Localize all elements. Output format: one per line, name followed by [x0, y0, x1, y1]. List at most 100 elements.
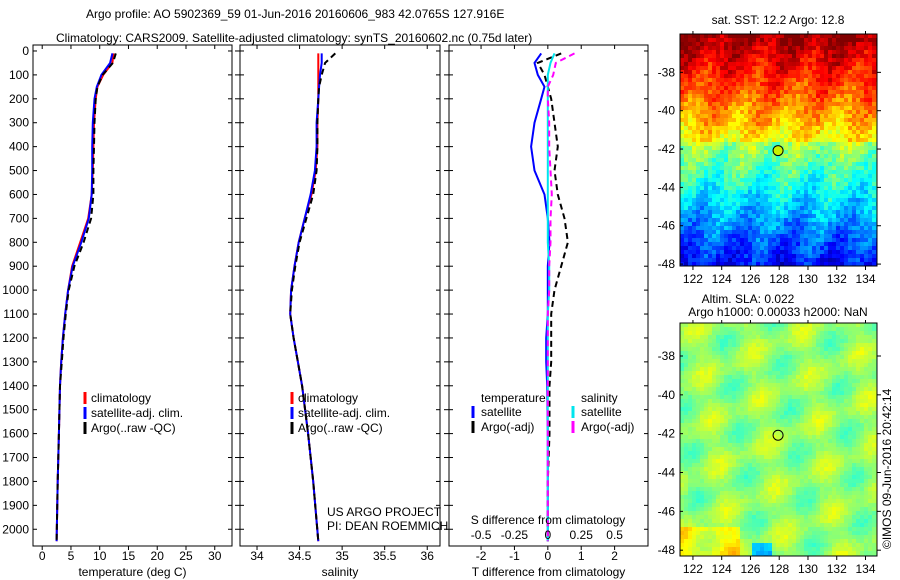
map-cell: [764, 447, 768, 451]
map-cell: [788, 423, 792, 427]
map-cell: [796, 411, 800, 415]
map-cell: [800, 238, 804, 242]
map-cell: [688, 447, 692, 451]
map-cell: [696, 202, 700, 206]
map-cell: [756, 146, 760, 150]
map-cell: [864, 391, 868, 395]
map-cell: [748, 455, 752, 459]
map-cell: [848, 74, 852, 78]
map-cell: [684, 363, 688, 367]
map-cell: [744, 210, 748, 214]
map-cell: [828, 194, 832, 198]
map-cell: [844, 435, 848, 439]
map-cell: [780, 62, 784, 66]
map-cell: [728, 66, 732, 70]
y-tick-label: 700: [9, 211, 29, 225]
map-cell: [780, 66, 784, 70]
map-cell: [856, 399, 860, 403]
map-cell: [784, 359, 788, 363]
map-cell: [736, 86, 740, 90]
map-cell: [744, 174, 748, 178]
map-cell: [852, 166, 856, 170]
map-cell: [852, 371, 856, 375]
map-cell: [728, 254, 732, 258]
map-cell: [824, 70, 828, 74]
map-cell: [832, 347, 836, 351]
map-cell: [732, 58, 736, 62]
x-tick-label: 0: [39, 549, 46, 563]
map-cell: [704, 455, 708, 459]
map-cell: [784, 447, 788, 451]
legend-label: Argo(-adj): [481, 420, 534, 434]
map-cell: [692, 339, 696, 343]
map-cell: [688, 423, 692, 427]
map-cell: [800, 122, 804, 126]
map-cell: [848, 419, 852, 423]
map-cell: [804, 154, 808, 158]
map-cell: [684, 114, 688, 118]
map-cell: [808, 206, 812, 210]
map-cell: [764, 431, 768, 435]
map-cell: [856, 86, 860, 90]
map-cell: [812, 114, 816, 118]
map-cell: [816, 411, 820, 415]
map-cell: [788, 439, 792, 443]
map-cell: [724, 226, 728, 230]
map-cell: [748, 407, 752, 411]
map-cell: [856, 415, 860, 419]
map-cell: [732, 343, 736, 347]
map-cell: [852, 66, 856, 70]
map-cell: [720, 210, 724, 214]
map-cell: [868, 38, 872, 42]
map-cell: [760, 170, 764, 174]
map-cell: [840, 443, 844, 447]
map-cell: [696, 343, 700, 347]
map-cell: [780, 443, 784, 447]
map-cell: [688, 206, 692, 210]
map-cell: [744, 162, 748, 166]
map-cell: [716, 182, 720, 186]
map-cell: [692, 331, 696, 335]
map-cell: [732, 182, 736, 186]
map-cell: [680, 383, 684, 387]
map-cell: [832, 443, 836, 447]
map-cell: [756, 198, 760, 202]
map-cell: [800, 202, 804, 206]
map-cell: [780, 106, 784, 110]
map-cell: [712, 431, 716, 435]
map-cell: [840, 166, 844, 170]
map-cell: [836, 226, 840, 230]
map-cell: [712, 258, 716, 262]
map-cell: [748, 451, 752, 455]
map-cell: [844, 379, 848, 383]
map-cell: [688, 102, 692, 106]
title-line-2: Climatology: CARS2009. Satellite-adjuste…: [56, 31, 532, 45]
map-cell: [736, 182, 740, 186]
map-cell: [680, 335, 684, 339]
map-cell: [756, 238, 760, 242]
map-cell: [740, 343, 744, 347]
y-tick-label: 1200: [2, 331, 29, 345]
map-cell: [860, 238, 864, 242]
map-cell: [700, 182, 704, 186]
map-cell: [684, 218, 688, 222]
map-cell: [832, 242, 836, 246]
map-cell: [712, 226, 716, 230]
map-cell: [736, 451, 740, 455]
map-cell: [708, 246, 712, 250]
map-cell: [728, 190, 732, 194]
map-cell: [680, 399, 684, 403]
map-cell: [736, 210, 740, 214]
map-cell: [700, 391, 704, 395]
map-cell: [740, 359, 744, 363]
map-cell: [756, 250, 760, 254]
map-cell: [868, 427, 872, 431]
x-axis-label: temperature (deg C): [78, 565, 186, 579]
map-cell: [768, 242, 772, 246]
map-cell: [824, 34, 828, 38]
map-cell: [812, 38, 816, 42]
map-cell: [716, 118, 720, 122]
map-cell: [772, 122, 776, 126]
map-cell: [868, 78, 872, 82]
map-cell: [864, 190, 868, 194]
